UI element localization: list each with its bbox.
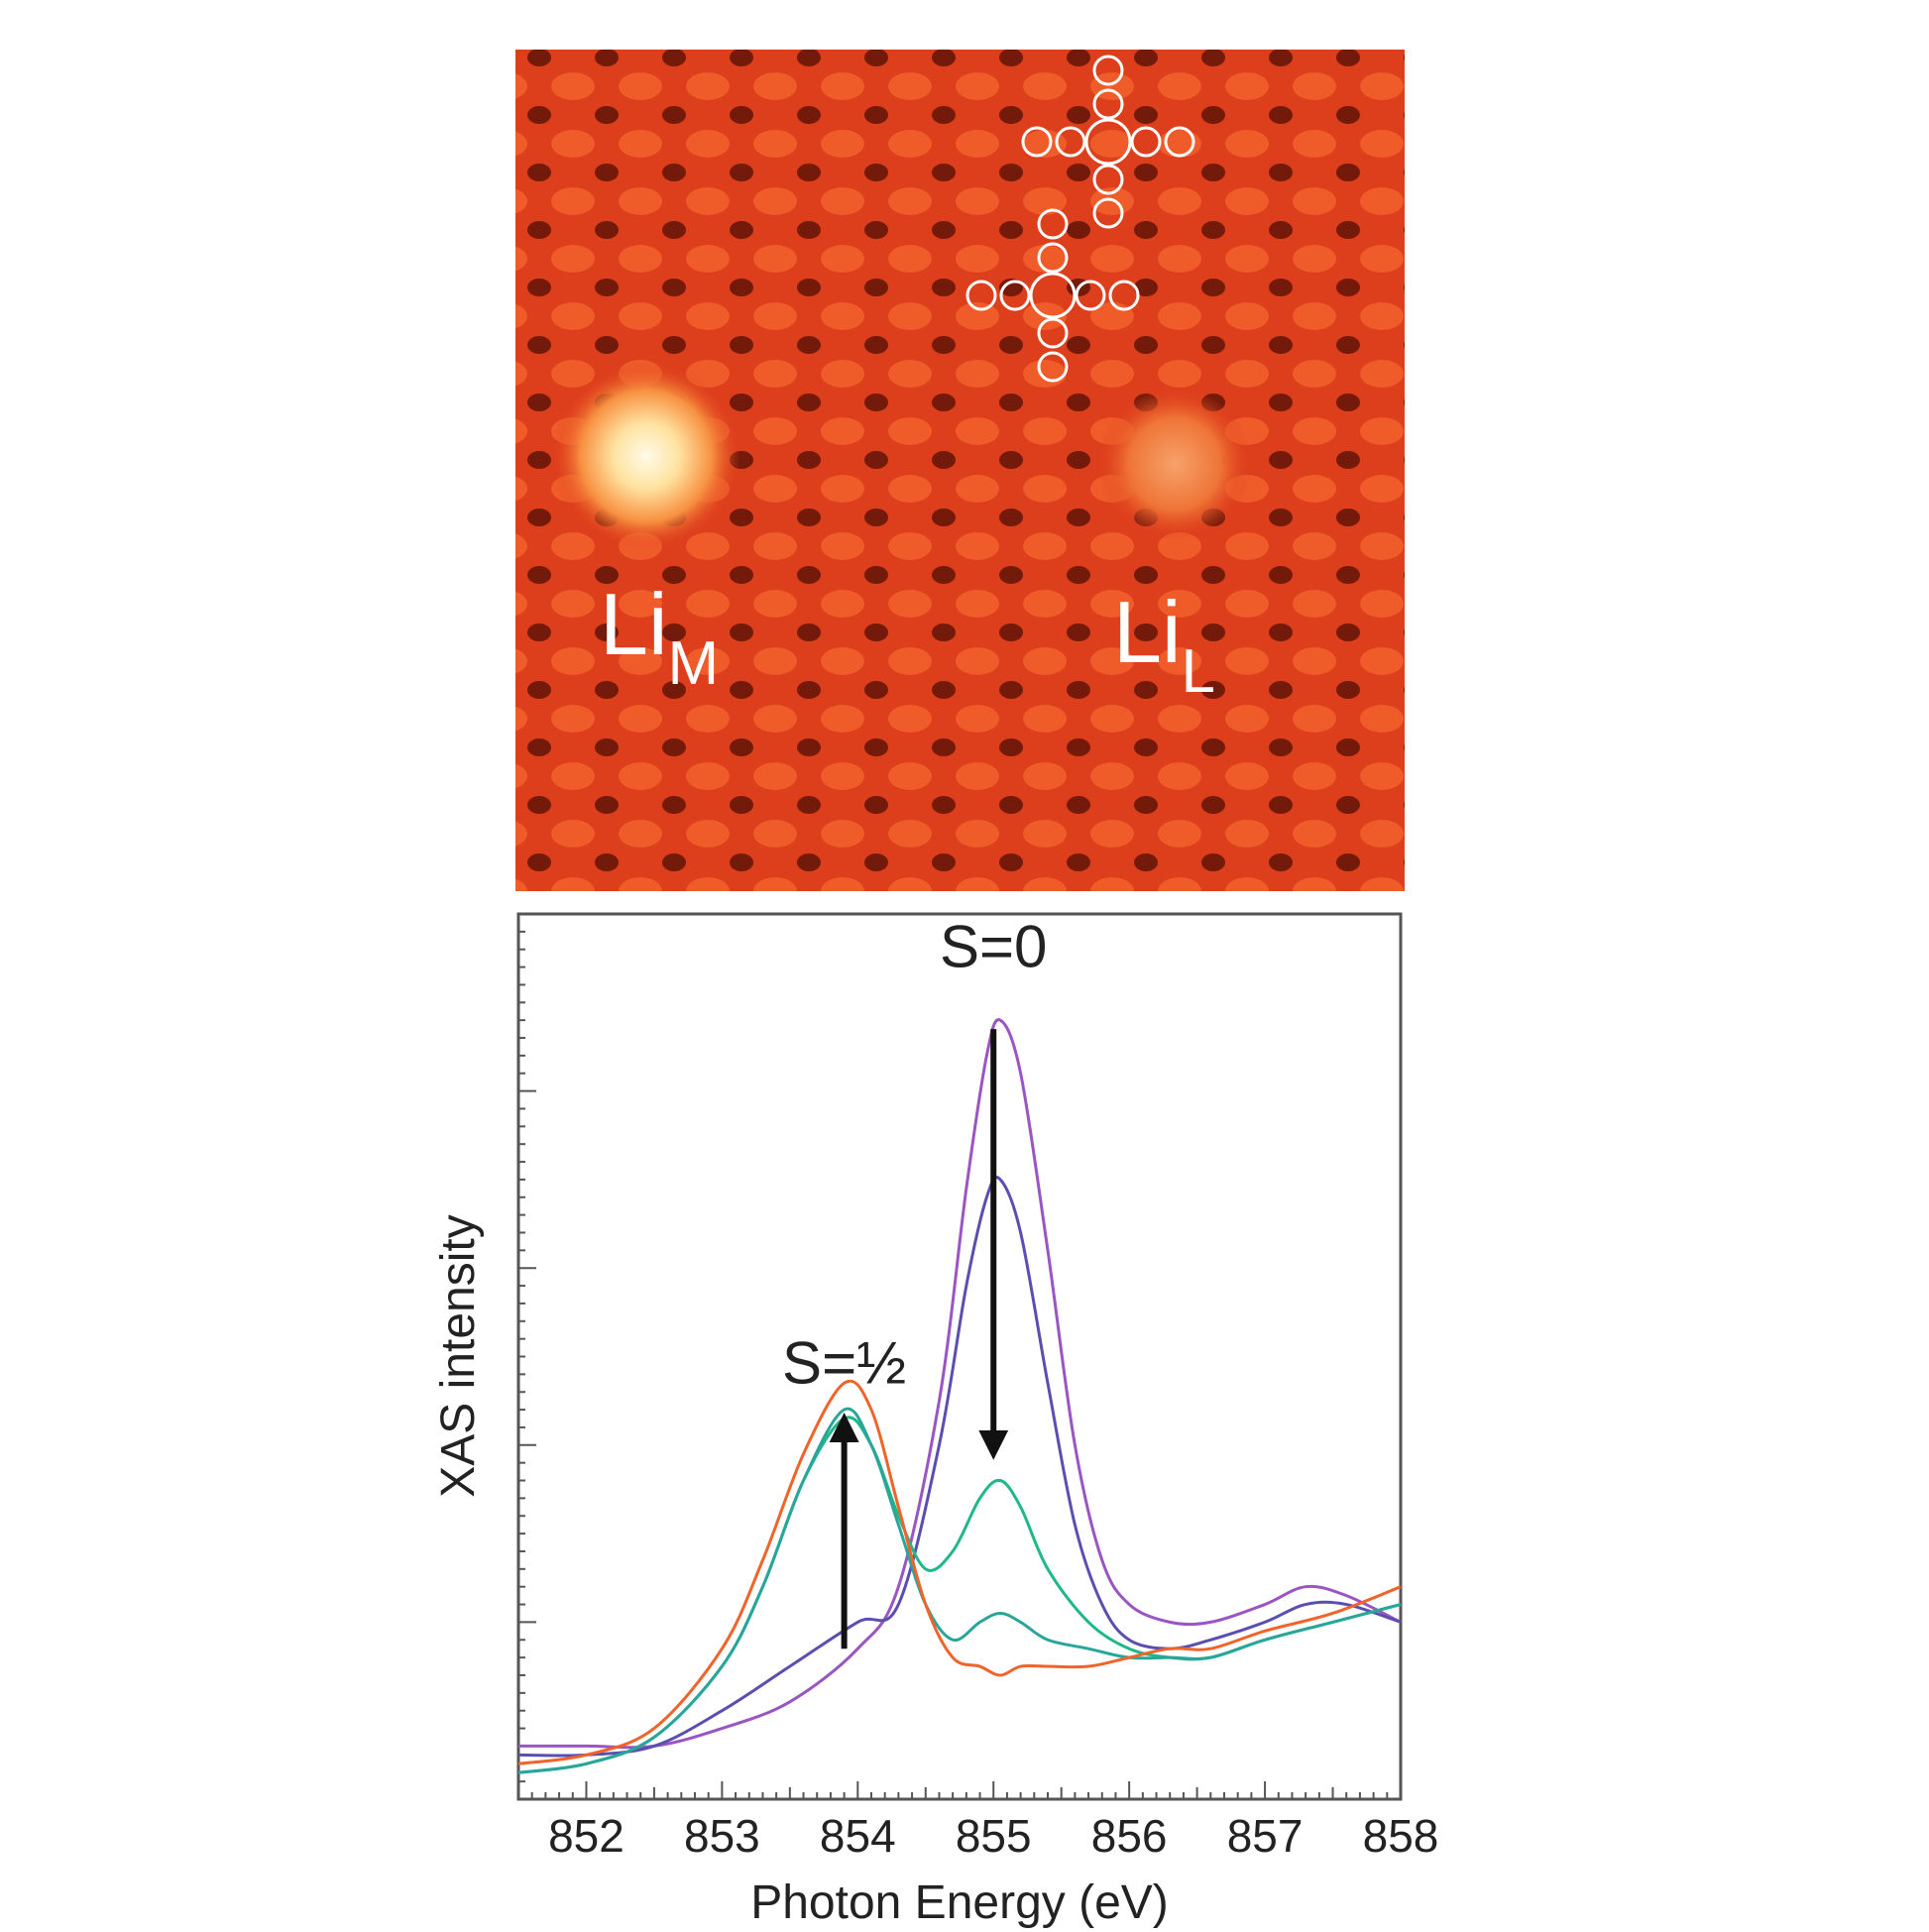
x-tick-label: 855 xyxy=(956,1810,1032,1862)
plot-frame xyxy=(516,912,1403,1801)
y-minor-ticks xyxy=(518,913,536,1800)
x-ticks xyxy=(517,1781,1402,1799)
series-line-0 xyxy=(518,1018,1402,1750)
bright-adatom-m xyxy=(552,362,740,550)
series-line-1 xyxy=(517,1176,1402,1758)
label-li-m: LiM xyxy=(600,575,719,698)
annotation-0: S=0 xyxy=(940,914,1047,980)
series-line-3 xyxy=(517,1407,1402,1774)
label-li-m-main: Li xyxy=(600,575,668,673)
annotations: S=0 S=½ xyxy=(782,914,1047,1397)
series-lines xyxy=(517,1018,1402,1774)
series-line-4 xyxy=(517,1379,1402,1765)
label-li-l: LiL xyxy=(1113,583,1215,706)
label-li-l-sub: L xyxy=(1182,637,1215,706)
x-tick-label: 854 xyxy=(820,1810,896,1862)
y-axis-label: XAS intensity xyxy=(432,1214,485,1497)
label-li-l-main: Li xyxy=(1113,583,1182,681)
x-tick-label: 856 xyxy=(1091,1810,1168,1862)
label-li-m-sub: M xyxy=(668,629,720,698)
xas-chart: 852 853 854 855 856 857 858 S=0 S=½ Photon Ener… xyxy=(432,912,1438,1929)
x-tick-label: 857 xyxy=(1227,1810,1304,1862)
molecule-structure-1 xyxy=(1021,55,1195,229)
x-tick-labels: 852 853 854 855 856 857 858 xyxy=(548,1810,1438,1862)
series-line-2 xyxy=(517,1416,1402,1774)
adatom-l xyxy=(1097,387,1252,541)
x-axis-label: Photon Energy (eV) xyxy=(750,1876,1169,1929)
x-tick-label: 858 xyxy=(1363,1810,1439,1862)
annotation-1: S=½ xyxy=(782,1329,906,1396)
x-tick-label: 853 xyxy=(684,1810,760,1862)
molecule-structure-2 xyxy=(965,208,1140,383)
stm-image: LiM LiL xyxy=(515,50,1405,891)
x-tick-label: 852 xyxy=(548,1810,624,1862)
arrows xyxy=(829,1029,1009,1649)
